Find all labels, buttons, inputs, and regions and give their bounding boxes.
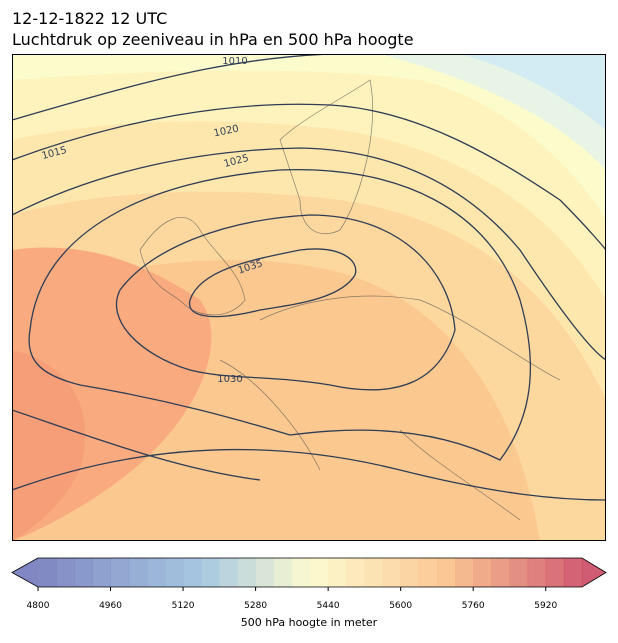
contour-line [28,168,532,461]
colorbar-tick-label: 5440 [317,601,340,611]
colorbar-band [38,558,57,587]
colorbar-band [364,558,384,587]
colorbar-band [563,558,583,587]
colorbar-band [146,558,166,587]
colorbar-band [273,558,293,587]
colorbar-band [545,558,565,587]
colorbar-tick-label: 5920 [534,601,557,611]
colorbar-band [455,558,474,587]
fill-band [460,54,606,130]
colorbar-band [418,558,438,587]
colorbar-tick-label: 4960 [99,601,122,611]
colorbar-band [473,558,492,587]
colorbar-band [74,558,93,587]
contour-label: 1010 [222,56,247,67]
colorbar-band [382,558,402,587]
contour-line [12,103,606,251]
colorbar-band [491,558,510,587]
contour-line [12,448,606,501]
colorbar-tick-label: 5120 [172,601,195,611]
fill-band [12,350,86,541]
colorbar-band [183,558,202,587]
fill-band [12,54,606,300]
colorbar-extend [582,558,606,587]
contour-line [12,409,261,481]
colorbar-band [346,558,365,587]
colorbar-band [56,558,75,587]
colorbar-band [291,558,311,587]
colorbar-band [527,558,547,587]
colorbar-band [400,558,420,587]
contour-line [115,214,456,391]
colorbar-band [237,558,257,587]
subtitle: Luchtdruk op zeeniveau in hPa en 500 hPa… [12,30,414,49]
colorbar: 4800 4960 5120 5280 5440 5600 5760 5920 [11,557,607,611]
contour-line [12,147,606,361]
colorbar-band [255,558,275,587]
map [12,54,606,541]
contour-line [189,248,357,318]
colorbar-band [328,558,347,587]
colorbar-band [201,558,220,587]
colorbar-band [92,558,112,587]
colorbar-extend [12,558,38,587]
colorbar-band [110,558,130,587]
contour-label: 1030 [217,374,242,385]
colorbar-tick-label: 5280 [244,601,267,611]
colorbar-outline [11,557,607,588]
colorbar-band [310,558,329,587]
contour-label: 1020 [213,123,240,139]
colorbar-band [509,558,529,587]
colorbar-band [436,558,456,587]
colorbar-tick-label: 5760 [462,601,485,611]
colorbar-band [219,558,238,587]
colorbar-tick-label: 4800 [27,601,50,611]
coastline [219,295,561,521]
title: 12-12-1822 12 UTC [12,9,167,28]
colorbar-band [164,558,184,587]
coastline [139,217,246,316]
colorbar-label: 500 hPa hoogte in meter [241,616,378,629]
colorbar-band [128,558,148,587]
colorbar-tick-label: 5600 [389,601,412,611]
